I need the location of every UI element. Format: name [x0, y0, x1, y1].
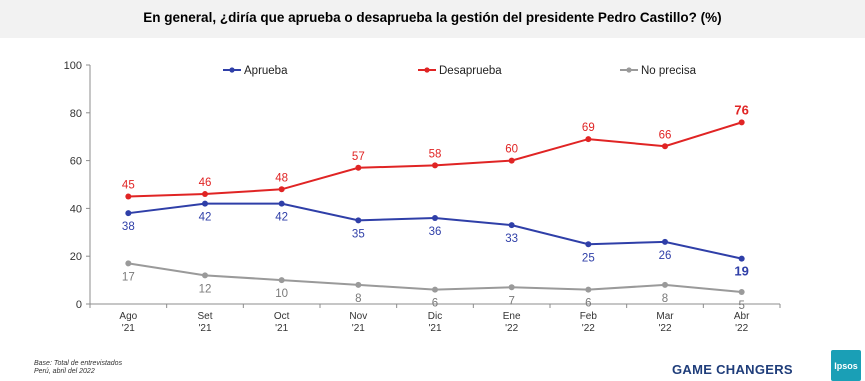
data-label: 12 — [199, 283, 212, 295]
x-tick-label: Ago — [119, 311, 137, 322]
x-tick-label: Ene — [503, 311, 521, 322]
x-tick-label: Dic — [428, 311, 442, 322]
data-label: 10 — [275, 288, 288, 300]
data-point — [202, 272, 208, 279]
data-label: 58 — [429, 148, 442, 160]
data-point — [662, 238, 668, 245]
data-point — [125, 193, 132, 200]
data-label: 57 — [352, 151, 365, 163]
data-label: 45 — [122, 179, 135, 191]
data-label: 5 — [738, 300, 744, 312]
footnote-date: Perú, abril del 2022 — [34, 368, 95, 375]
data-label: 46 — [199, 177, 212, 189]
y-tick-label: 40 — [70, 203, 82, 215]
header-band — [0, 0, 865, 38]
data-label: 38 — [122, 221, 135, 233]
data-label: 48 — [275, 172, 288, 184]
x-tick-label-year: '22 — [505, 323, 518, 334]
footnote-base: Base: Total de entrevistados — [34, 360, 123, 367]
data-label: 8 — [355, 293, 361, 305]
x-tick-label-year: '21 — [275, 323, 288, 334]
data-point — [278, 200, 285, 207]
data-point — [278, 277, 285, 284]
data-point — [355, 281, 362, 288]
data-label: 35 — [352, 228, 365, 240]
x-tick-label-year: '22 — [582, 323, 595, 334]
legend-label: Aprueba — [244, 65, 288, 77]
data-point — [585, 286, 592, 293]
legend-label: No precisa — [641, 65, 697, 77]
chart-title: En general, ¿diría que aprueba o desapru… — [143, 10, 722, 25]
data-point — [662, 143, 668, 150]
data-point — [278, 186, 285, 193]
data-label: 42 — [199, 212, 212, 224]
x-tick-label: Mar — [656, 311, 674, 322]
data-point — [738, 255, 745, 262]
data-point — [355, 164, 362, 171]
data-label: 66 — [659, 129, 672, 141]
data-label: 19 — [734, 264, 748, 279]
data-point — [125, 210, 132, 217]
logo-text: Ipsos — [834, 361, 858, 371]
x-tick-label-year: '21 — [428, 323, 441, 334]
y-tick-label: 100 — [64, 60, 82, 72]
data-point — [125, 260, 132, 267]
ipsos-logo: Ipsos — [831, 350, 861, 381]
x-tick-label: Oct — [274, 311, 290, 322]
data-point — [508, 157, 515, 164]
data-label: 25 — [582, 252, 595, 264]
brand-tagline: GAME CHANGERS — [672, 362, 793, 377]
data-label: 26 — [659, 250, 672, 262]
data-point — [202, 200, 208, 207]
chart-legend: Aprueba Desaprueba No precisa — [223, 65, 697, 77]
x-tick-label-year: '21 — [122, 323, 135, 334]
y-tick-label: 60 — [70, 156, 82, 168]
x-tick-label: Nov — [349, 311, 367, 322]
x-tick-label: Set — [197, 311, 212, 322]
footnote: Base: Total de entrevistados Perú, abril… — [34, 360, 122, 376]
data-point — [738, 119, 745, 126]
data-label: 42 — [275, 212, 288, 224]
data-point — [432, 162, 438, 169]
legend-marker — [229, 67, 235, 73]
x-tick-label: Abr — [734, 311, 750, 322]
y-tick-label: 20 — [70, 251, 82, 263]
data-point — [585, 241, 592, 248]
data-point — [508, 222, 515, 229]
data-point — [202, 191, 208, 198]
data-label: 60 — [505, 144, 518, 156]
data-label: 69 — [582, 122, 595, 134]
legend-marker — [424, 67, 430, 73]
data-point — [662, 281, 668, 288]
chart-axes: 020406080100Ago'21Set'21Oct'21Nov'21Dic'… — [64, 60, 781, 334]
data-label: 6 — [585, 298, 591, 310]
data-point — [432, 286, 438, 293]
data-label: 33 — [505, 233, 518, 245]
legend-marker — [626, 67, 632, 73]
data-point — [355, 217, 362, 224]
legend-label: Desaprueba — [439, 65, 502, 77]
data-label: 76 — [734, 102, 748, 117]
line-chart: 020406080100Ago'21Set'21Oct'21Nov'21Dic'… — [64, 60, 781, 334]
x-tick-label-year: '22 — [658, 323, 671, 334]
x-tick-label-year: '22 — [735, 323, 748, 334]
data-label: 17 — [122, 271, 135, 283]
data-point — [738, 289, 745, 296]
x-tick-label: Feb — [580, 311, 598, 322]
data-point — [432, 214, 438, 221]
y-tick-label: 80 — [70, 108, 82, 120]
data-label: 36 — [429, 226, 442, 238]
data-label: 6 — [432, 298, 438, 310]
data-point — [508, 284, 515, 291]
y-tick-label: 0 — [76, 299, 82, 311]
x-tick-label-year: '21 — [352, 323, 365, 334]
data-label: 8 — [662, 293, 668, 305]
x-tick-label-year: '21 — [198, 323, 211, 334]
data-point — [585, 136, 592, 143]
data-label: 7 — [508, 295, 514, 307]
